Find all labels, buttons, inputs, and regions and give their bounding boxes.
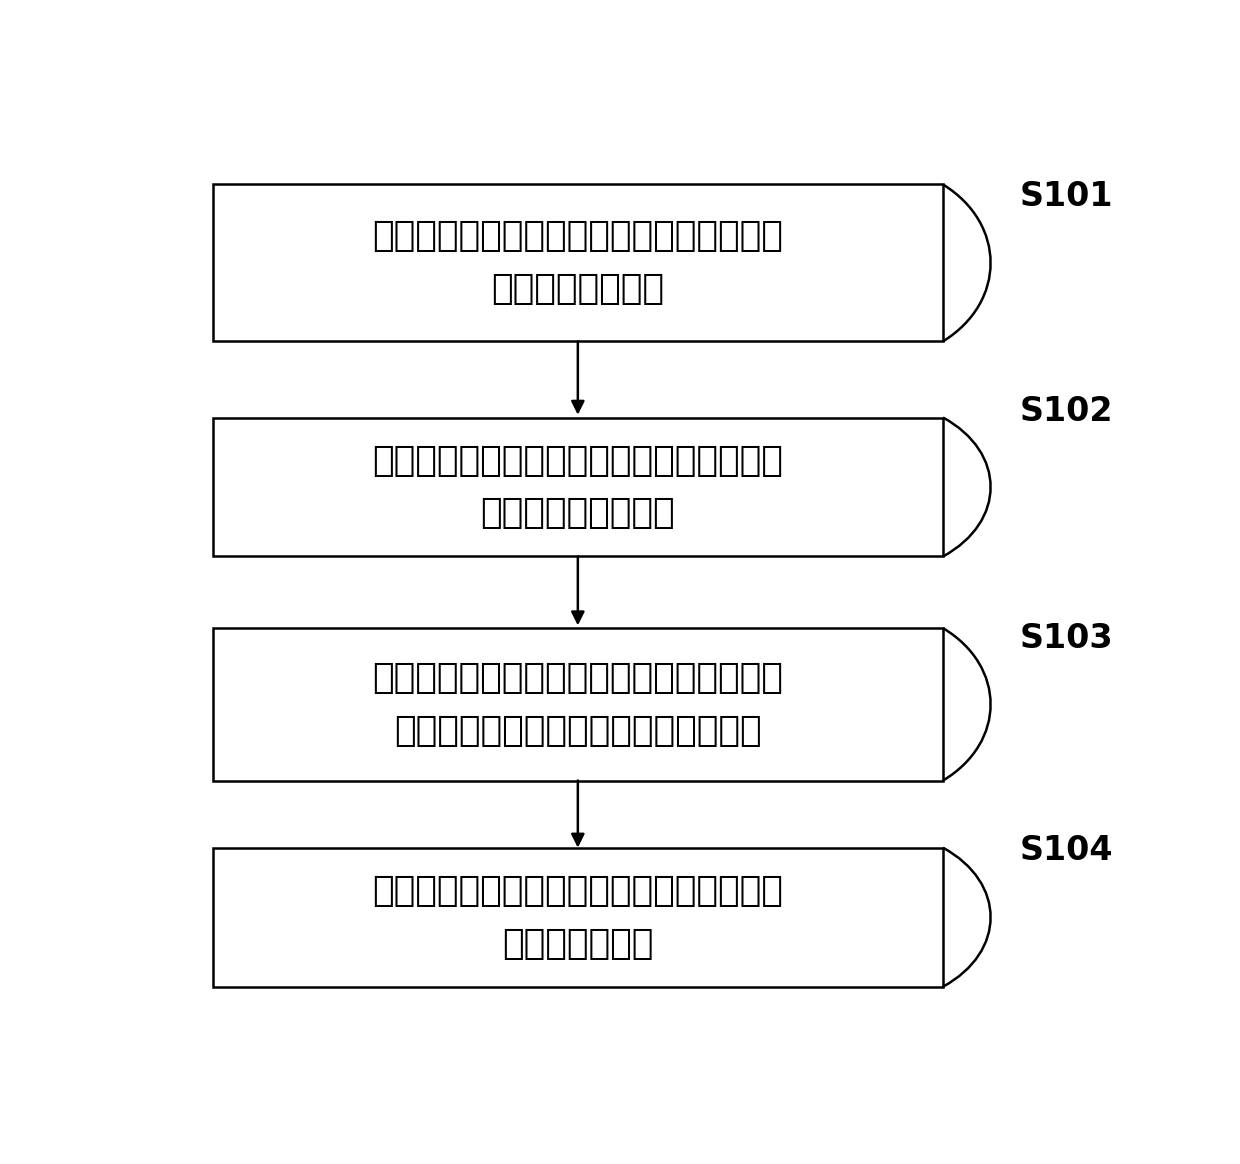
Text: 提取所述容器申请记录包含的镜像标识对应
镜像的镜像特征信息: 提取所述容器申请记录包含的镜像标识对应 镜像的镜像特征信息	[372, 443, 784, 531]
Bar	[213, 847, 942, 987]
Text: S103: S103	[1019, 622, 1114, 655]
Text: 从应用的容器申请记录集中筛选符合筛选策
略的容器申请记录: 从应用的容器申请记录集中筛选符合筛选策 略的容器申请记录	[372, 220, 784, 306]
Text: 基于所述镜像特征信息的特征相似度对所述
镜像进行分类，获得至少一个镜像子类: 基于所述镜像特征信息的特征相似度对所述 镜像进行分类，获得至少一个镜像子类	[372, 661, 784, 747]
Bar	[213, 418, 942, 556]
Bar	[213, 185, 942, 341]
Text: S101: S101	[1019, 180, 1114, 213]
Text: 在所述镜像子类中提取对所述应用进行镜像
测试的特征镜像: 在所述镜像子类中提取对所述应用进行镜像 测试的特征镜像	[372, 874, 784, 960]
Text: S104: S104	[1019, 835, 1114, 867]
Text: S102: S102	[1019, 395, 1114, 428]
Bar	[213, 629, 942, 781]
